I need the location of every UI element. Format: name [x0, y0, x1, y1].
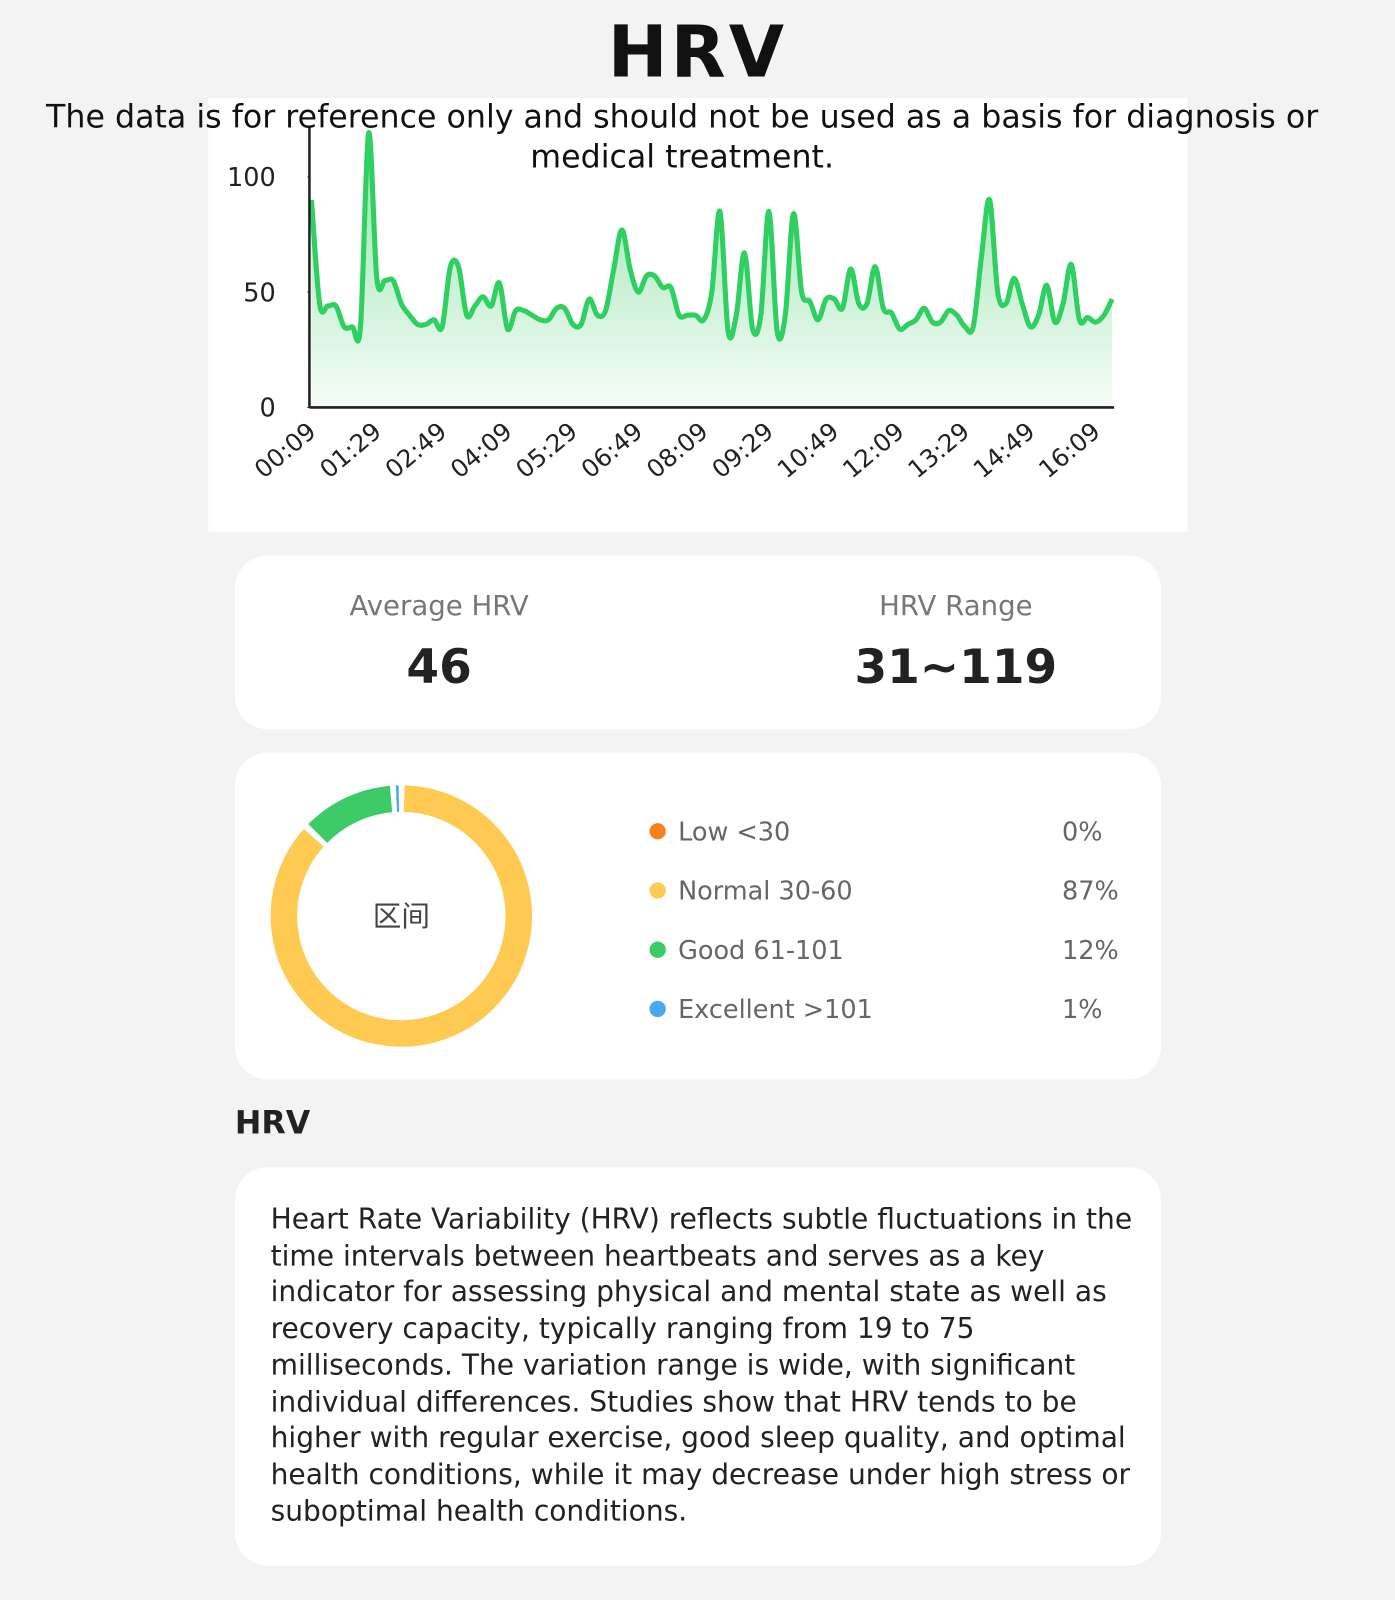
disclaimer: The data is for reference only and shoul…	[46, 99, 1319, 176]
x-tick-label: 10:49	[772, 416, 845, 484]
x-tick-label: 05:29	[510, 416, 583, 484]
y-tick-label: 50	[243, 278, 275, 308]
legend-value: 12%	[1062, 936, 1119, 966]
description-card: Heart Rate Variability (HRV) reflects su…	[234, 1167, 1162, 1566]
donut-center-label: 区间	[373, 899, 430, 933]
legend-label: Normal 30-60	[678, 877, 853, 907]
donut-slice	[308, 785, 393, 844]
legend-dot	[649, 1000, 666, 1018]
stat-label: HRV Range	[879, 590, 1033, 622]
line	[308, 130, 1115, 344]
section-title: HRV	[234, 1104, 311, 1142]
x-tick-label: 13:29	[902, 416, 975, 484]
x-tick-label: 16:09	[1033, 416, 1106, 484]
x-tick-label: 12:09	[837, 416, 910, 484]
x-tick-label: 00:09	[249, 416, 322, 484]
legend-label: Good 61-101	[678, 936, 844, 966]
page-title: HRV	[607, 10, 788, 94]
x-tick-label: 09:29	[706, 416, 779, 484]
legend-dot	[649, 941, 666, 958]
legend-dot	[649, 882, 666, 899]
legend-value: 0%	[1062, 817, 1102, 847]
x-tick-label: 02:49	[379, 416, 452, 484]
y-tick-label: 0	[259, 394, 275, 424]
legend-value: 1%	[1062, 995, 1102, 1025]
line-chart: 0 50 100 00:0901:2902:4904:0905:2906:4908:0…	[227, 127, 1115, 484]
legend-label: Excellent >101	[678, 995, 873, 1025]
stats-card: Average HRV 46 HRV Range 31~119	[234, 555, 1162, 730]
legend-value: 87%	[1062, 877, 1119, 907]
legend-dot	[649, 823, 666, 840]
x-tick-label: 06:49	[576, 416, 649, 484]
donut-chart: Low <30 0% Normal 30-60 87% Good 61-101 12% Ex…	[270, 785, 1119, 1047]
y-tick-label: 100	[227, 163, 276, 193]
stat-value: 31~119	[854, 639, 1058, 695]
legend-label: Low <30	[678, 817, 790, 847]
description: Heart Rate Variability (HRV) reflects su…	[270, 1202, 1133, 1528]
x-tick-label: 04:09	[445, 416, 518, 484]
x-tick-label: 14:49	[968, 416, 1041, 484]
x-tick-label: 08:09	[641, 416, 714, 484]
stat-label: Average HRV	[349, 590, 529, 622]
area	[311, 132, 1113, 408]
stat-value: 46	[406, 639, 472, 695]
x-tick-label: 01:29	[314, 416, 387, 484]
distribution-card: Low <30 0% Normal 30-60 87% Good 61-101 12% Ex…	[234, 752, 1162, 1080]
donut-slice	[270, 785, 533, 1047]
